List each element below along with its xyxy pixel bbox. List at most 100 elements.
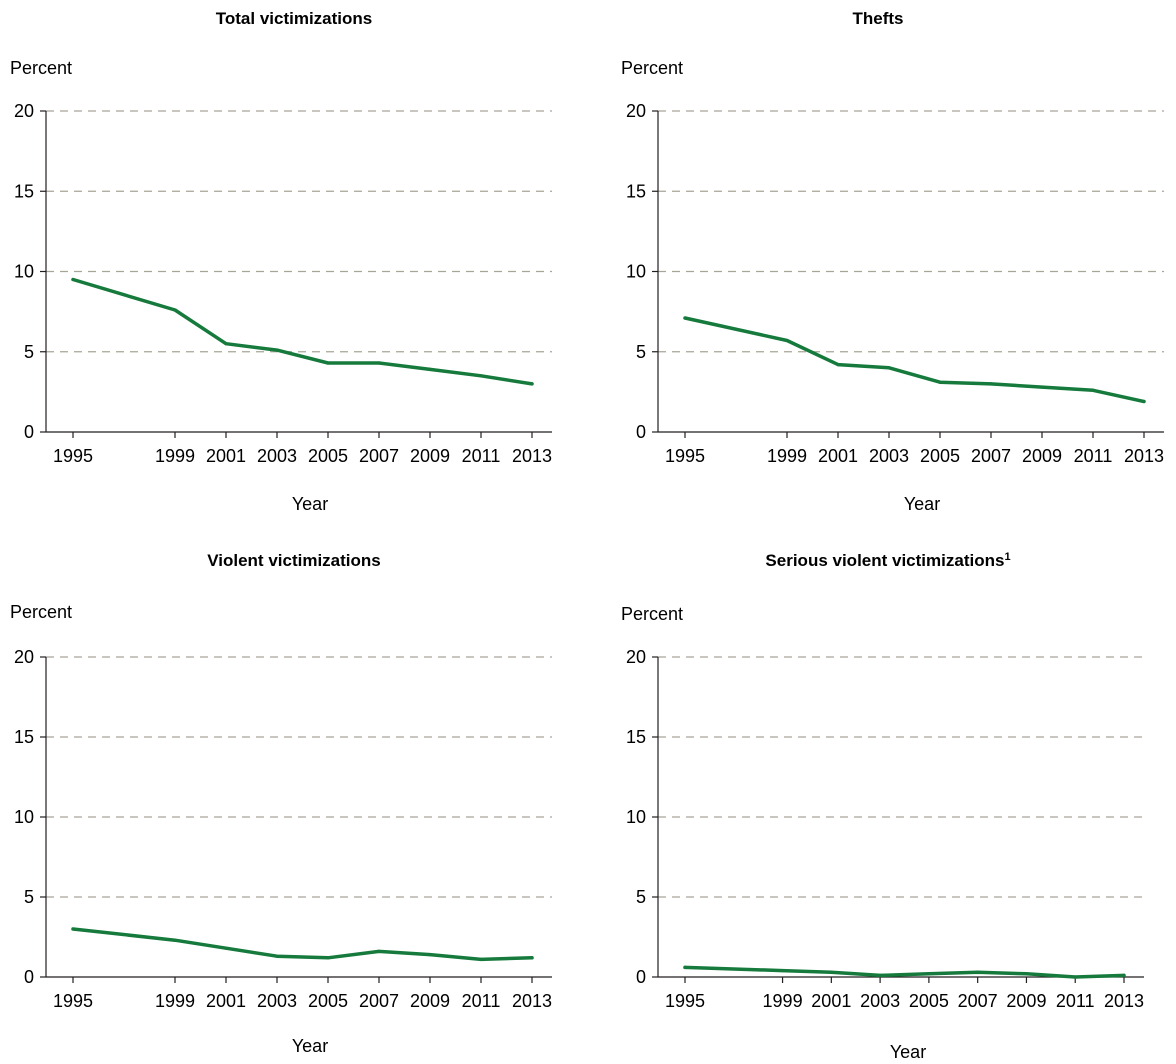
chart-violent-victimizations-ytick-20: 20	[14, 647, 34, 667]
chart-total-victimizations-point-2013	[530, 382, 534, 386]
chart-serious-violent-victimizations-xtick-2003: 2003	[860, 991, 900, 1011]
chart-thefts-point-2007	[989, 382, 993, 386]
chart-serious-violent-victimizations-xtick-2007: 2007	[958, 991, 998, 1011]
chart-thefts-ytick-15: 15	[626, 181, 646, 201]
chart-total-victimizations-point-2005	[326, 361, 330, 365]
chart-total-victimizations-point-1999	[173, 308, 177, 312]
chart-total-victimizations-point-2003	[275, 348, 279, 352]
chart-serious-violent-victimizations-ylabel: Percent	[621, 604, 683, 624]
chart-thefts-point-2005	[938, 380, 942, 384]
chart-total-victimizations-title: Total victimizations	[216, 9, 373, 28]
chart-serious-violent-victimizations-point-1999	[780, 969, 785, 973]
chart-thefts-xtick-2007: 2007	[971, 446, 1011, 466]
chart-serious-violent-victimizations-title: Serious violent victimizations1	[765, 551, 1010, 570]
chart-thefts-xtick-1995: 1995	[665, 446, 705, 466]
chart-thefts-ytick-10: 10	[626, 262, 646, 282]
chart-thefts-point-2011	[1091, 388, 1095, 392]
chart-panel-serious-violent-victimizations: Serious violent victimizations1 Percent 0 5…	[612, 544, 1176, 1064]
chart-serious-violent-victimizations-point-2007	[976, 970, 980, 974]
chart-violent-victimizations-xtick-2011: 2011	[462, 991, 501, 1011]
chart-total-victimizations-ylabel: Percent	[10, 58, 72, 78]
chart-violent-victimizations-point-2001	[224, 946, 228, 950]
chart-serious-violent-victimizations-point-2001	[829, 970, 833, 974]
chart-thefts-point-2003	[887, 366, 891, 370]
chart-serious-violent-victimizations-point-2003	[878, 973, 882, 977]
chart-total-victimizations-point-1995	[71, 277, 75, 282]
chart-violent-victimizations-xtick-2009: 2009	[410, 991, 450, 1011]
chart-violent-victimizations-point-2009	[428, 953, 432, 957]
chart-total-victimizations-ytick-0: 0	[24, 422, 34, 442]
chart-total-victimizations-xtick-2003: 2003	[257, 446, 297, 466]
chart-violent-victimizations-point-1995	[71, 927, 75, 931]
chart-serious-violent-victimizations-ytick-20: 20	[626, 647, 646, 667]
chart-thefts-series-line	[683, 316, 1146, 404]
chart-total-victimizations-xtick-1999: 1999	[155, 446, 195, 466]
chart-total-victimizations-xtick-2007: 2007	[359, 446, 399, 466]
chart-total-victimizations-series-line	[71, 277, 534, 386]
chart-panel-total-victimizations: Total victimizations Percent 0 5 10 15 20 1995 1…	[0, 0, 588, 532]
chart-serious-violent-victimizations-xtick-1999: 1999	[763, 991, 803, 1011]
chart-total-victimizations-xtick-1995: 1995	[53, 446, 93, 466]
chart-thefts-point-1999	[785, 338, 789, 343]
chart-thefts-ytick-0: 0	[636, 422, 646, 442]
chart-thefts-point-1995	[683, 316, 687, 320]
chart-thefts: Thefts Percent 0 5 10 15 20 1995 1999 2001 2003 200…	[621, 9, 1164, 514]
chart-serious-violent-victimizations-ytick-15: 15	[626, 727, 646, 747]
chart-serious-violent-victimizations-point-2013	[1122, 973, 1126, 977]
chart-serious-violent-victimizations-point-2005	[927, 972, 931, 976]
chart-total-victimizations-xtick-2005: 2005	[308, 446, 348, 466]
chart-thefts-title: Thefts	[853, 9, 904, 28]
chart-total-victimizations: Total victimizations Percent 0 5 10 15 20 1995 1…	[10, 9, 552, 514]
chart-serious-violent-victimizations-xtick-2005: 2005	[909, 991, 949, 1011]
chart-serious-violent-victimizations-ytick-0: 0	[636, 967, 646, 987]
chart-violent-victimizations-xtick-2013: 2013	[512, 991, 552, 1011]
chart-thefts-ylabel: Percent	[621, 58, 683, 78]
chart-panel-violent-victimizations: Violent victimizations Percent 0 5 10 15 20 199…	[0, 544, 588, 1064]
chart-violent-victimizations-point-2005	[326, 956, 330, 960]
chart-serious-violent-victimizations-xtick-2013: 2013	[1104, 991, 1144, 1011]
chart-total-victimizations-xtick-2011: 2011	[462, 446, 501, 466]
chart-total-victimizations-ytick-20: 20	[14, 101, 34, 121]
chart-thefts-ytick-20: 20	[626, 101, 646, 121]
chart-total-victimizations-point-2009	[428, 367, 432, 372]
chart-violent-victimizations-title: Violent victimizations	[207, 551, 381, 570]
chart-violent-victimizations-xtick-2001: 2001	[206, 991, 246, 1011]
chart-total-victimizations-point-2007	[377, 361, 381, 365]
chart-violent-victimizations-xtick-2003: 2003	[257, 991, 297, 1011]
chart-panel-thefts: Thefts Percent 0 5 10 15 20 1995 1999 2001 2003 200…	[612, 0, 1176, 532]
chart-violent-victimizations-xtick-2005: 2005	[308, 991, 348, 1011]
chart-serious-violent-victimizations-title-footnote: 1	[1004, 551, 1010, 563]
chart-serious-violent-victimizations-series-line	[683, 965, 1126, 979]
chart-thefts-point-2001	[836, 362, 840, 367]
chart-serious-violent-victimizations-ytick-10: 10	[626, 807, 646, 827]
chart-violent-victimizations-point-2003	[275, 954, 279, 958]
chart-total-victimizations-ytick-10: 10	[14, 262, 34, 282]
chart-thefts-point-2013	[1142, 399, 1146, 404]
chart-total-victimizations-xlabel: Year	[292, 494, 328, 514]
chart-thefts-xlabel: Year	[904, 494, 940, 514]
chart-total-victimizations-ytick-15: 15	[14, 181, 34, 201]
chart-violent-victimizations-point-2011	[479, 957, 483, 961]
chart-total-victimizations-xtick-2009: 2009	[410, 446, 450, 466]
chart-serious-violent-victimizations-point-2009	[1024, 972, 1029, 976]
chart-violent-victimizations-xtick-1995: 1995	[53, 991, 93, 1011]
chart-violent-victimizations-ytick-10: 10	[14, 807, 34, 827]
chart-violent-victimizations-xtick-2007: 2007	[359, 991, 399, 1011]
chart-thefts-xtick-2013: 2013	[1124, 446, 1164, 466]
chart-total-victimizations-point-2001	[224, 342, 228, 346]
chart-serious-violent-victimizations-ytick-5: 5	[636, 887, 646, 907]
chart-violent-victimizations-series-line	[71, 927, 534, 962]
chart-thefts-xtick-2001: 2001	[818, 446, 858, 466]
chart-serious-violent-victimizations-point-1995	[683, 965, 687, 969]
chart-thefts-xtick-2009: 2009	[1022, 446, 1062, 466]
chart-serious-violent-victimizations-xtick-2009: 2009	[1006, 991, 1046, 1011]
chart-violent-victimizations-ytick-0: 0	[24, 967, 34, 987]
chart-violent-victimizations-point-2007	[377, 949, 381, 953]
chart-serious-violent-victimizations-xtick-2001: 2001	[811, 991, 851, 1011]
chart-serious-violent-victimizations-point-2011	[1073, 975, 1077, 979]
chart-violent-victimizations-point-2013	[530, 956, 534, 960]
chart-total-victimizations-point-2011	[479, 374, 483, 378]
chart-serious-violent-victimizations: Serious violent victimizations1 Percent 0 5…	[621, 551, 1144, 1062]
chart-thefts-point-2009	[1040, 385, 1044, 389]
chart-violent-victimizations-point-1999	[173, 938, 177, 942]
